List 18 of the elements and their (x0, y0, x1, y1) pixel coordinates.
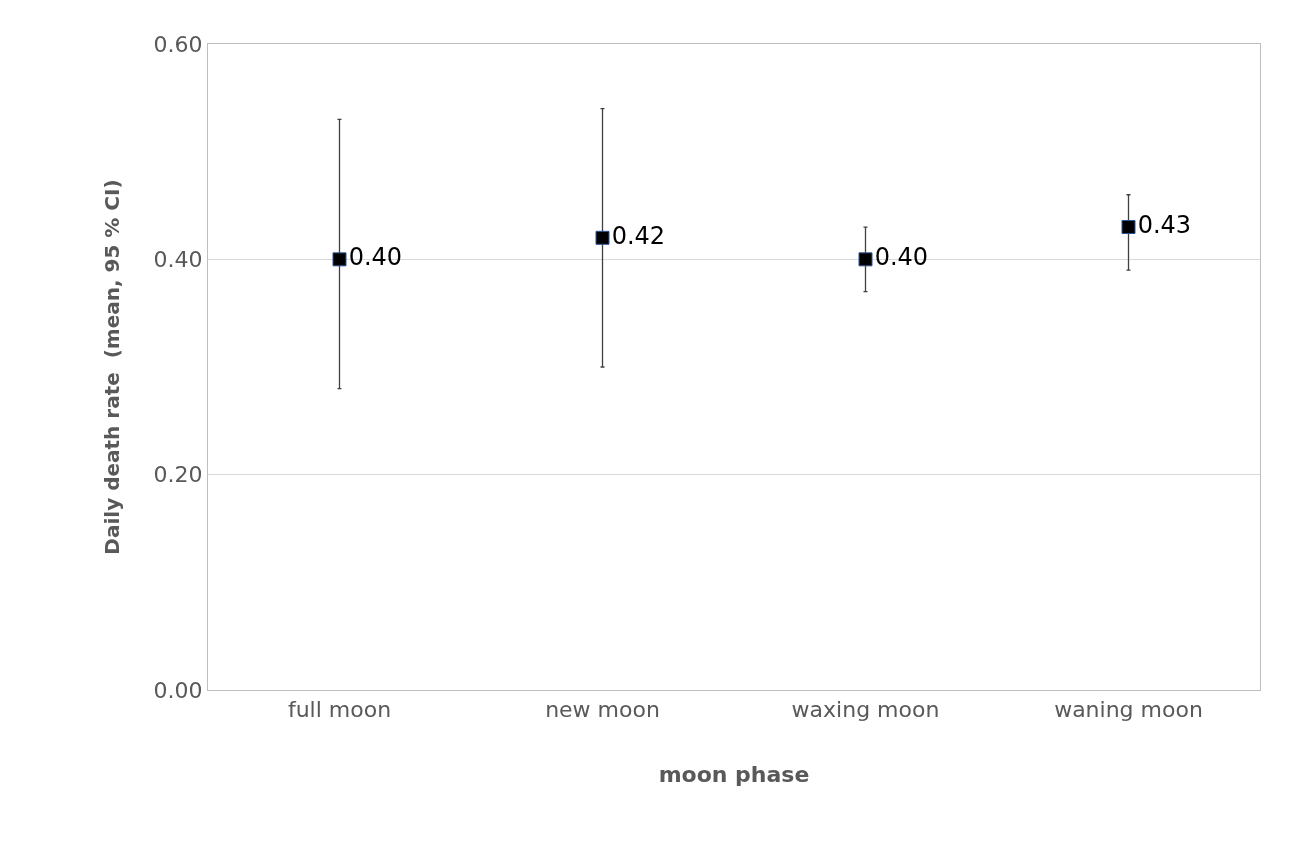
data-label: 0.42 (611, 221, 666, 250)
data-label: 0.40 (348, 243, 403, 272)
x-tick-label: new moon (545, 697, 660, 723)
y-tick-label: 0.40 (153, 247, 203, 273)
y-axis-title: Daily death rate (mean, 95 % CI) (100, 179, 125, 555)
data-label: 0.43 (1137, 211, 1192, 240)
y-tick-label: 0.20 (153, 462, 203, 488)
point (332, 252, 347, 267)
x-axis-title: moon phase (658, 762, 810, 788)
x-tick-label: full moon (287, 697, 392, 723)
point (1121, 220, 1136, 235)
point (858, 252, 873, 267)
data-label: 0.40 (874, 243, 929, 272)
y-tick-label: 0.00 (153, 677, 203, 703)
x-tick-label: waxing moon (791, 697, 940, 723)
y-tick-label: 0.60 (153, 31, 203, 57)
point (595, 230, 610, 245)
x-tick-label: waning moon (1054, 697, 1203, 723)
